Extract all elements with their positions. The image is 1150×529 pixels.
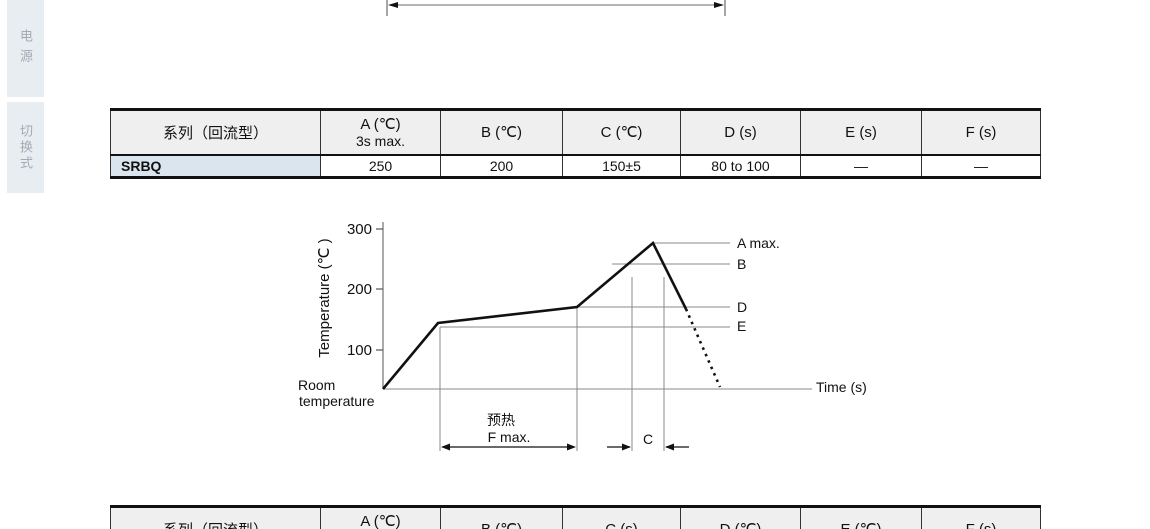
preheat-label: 预热: [487, 412, 515, 428]
value-a: 250: [320, 154, 441, 178]
d-label: D: [737, 299, 747, 315]
cooldown-dotted-line: [684, 308, 722, 388]
e-label: E: [737, 318, 746, 334]
preheat-arrowhead-left-icon: [441, 443, 450, 451]
y-axis-title: Temperature (℃ ): [316, 238, 333, 357]
f-max-label: F max.: [488, 429, 531, 445]
col-header-e: E (s): [800, 109, 922, 155]
col-header-d: D (s): [680, 109, 801, 155]
value-d: 80 to 100: [680, 154, 801, 178]
value-e: —: [800, 154, 922, 178]
arrowhead-left-icon: [388, 2, 398, 8]
col-header-a: A (℃) 3s max.: [320, 109, 441, 155]
tick-label-100: 100: [347, 342, 372, 359]
reflow-profile-chart: 300 200 100 Temperature (℃ ) Time (s) Ro…: [298, 221, 867, 451]
sidebar-tab-switching-label: 切换式: [18, 123, 33, 172]
c-arrowhead-left-icon: [622, 443, 631, 451]
tick-label-300: 300: [347, 221, 372, 238]
b-label: B: [737, 256, 746, 272]
col2-header-e: E (℃): [800, 506, 922, 529]
table-2-header-row: 系列（回流型） A (℃) 3s max. B (℃) C (s) D (℃) …: [110, 506, 1041, 529]
sidebar-tab-power-label: 电源: [18, 28, 33, 69]
table-header-row: 系列（回流型） A (℃) 3s max. B (℃) C (℃) D (s) …: [110, 109, 1041, 155]
col-header-f: F (s): [921, 109, 1041, 155]
temperature-profile-line: [382, 240, 688, 390]
room-temp-label-line1: Room: [298, 377, 335, 393]
value-f: —: [921, 154, 1041, 178]
c-label: C: [643, 431, 653, 447]
col-header-c: C (℃): [562, 109, 681, 155]
table-row: SRBQ 250 200 150±5 80 to 100 — —: [110, 154, 1041, 178]
sidebar-tab-switching: 切换式: [7, 102, 44, 193]
col-header-series: 系列（回流型）: [110, 109, 321, 155]
top-dimension-arrow: [386, 0, 726, 16]
col2-header-b: B (℃): [440, 506, 563, 529]
reflow-spec-table-2: 系列（回流型） A (℃) 3s max. B (℃) C (s) D (℃) …: [110, 505, 1041, 529]
col-header-b: B (℃): [440, 109, 563, 155]
c-arrowhead-right-icon: [665, 443, 674, 451]
value-b: 200: [440, 154, 563, 178]
reflow-spec-table: 系列（回流型） A (℃) 3s max. B (℃) C (℃) D (s) …: [110, 108, 1041, 179]
col2-header-series: 系列（回流型）: [110, 506, 321, 529]
sidebar-tab-power: 电源: [7, 0, 44, 97]
value-c: 150±5: [562, 154, 681, 178]
a-max-label: A max.: [737, 235, 780, 251]
x-axis-title: Time (s): [816, 379, 867, 395]
arrowhead-right-icon: [714, 2, 724, 8]
preheat-arrowhead-right-icon: [567, 443, 576, 451]
room-temp-label-line2: temperature: [299, 393, 375, 409]
col2-header-a: A (℃) 3s max.: [320, 506, 441, 529]
tick-label-200: 200: [347, 281, 372, 298]
col2-header-f: F (s): [921, 506, 1041, 529]
col2-header-c: C (s): [562, 506, 681, 529]
col2-header-d: D (℃): [680, 506, 801, 529]
series-name-cell: SRBQ: [110, 154, 321, 178]
